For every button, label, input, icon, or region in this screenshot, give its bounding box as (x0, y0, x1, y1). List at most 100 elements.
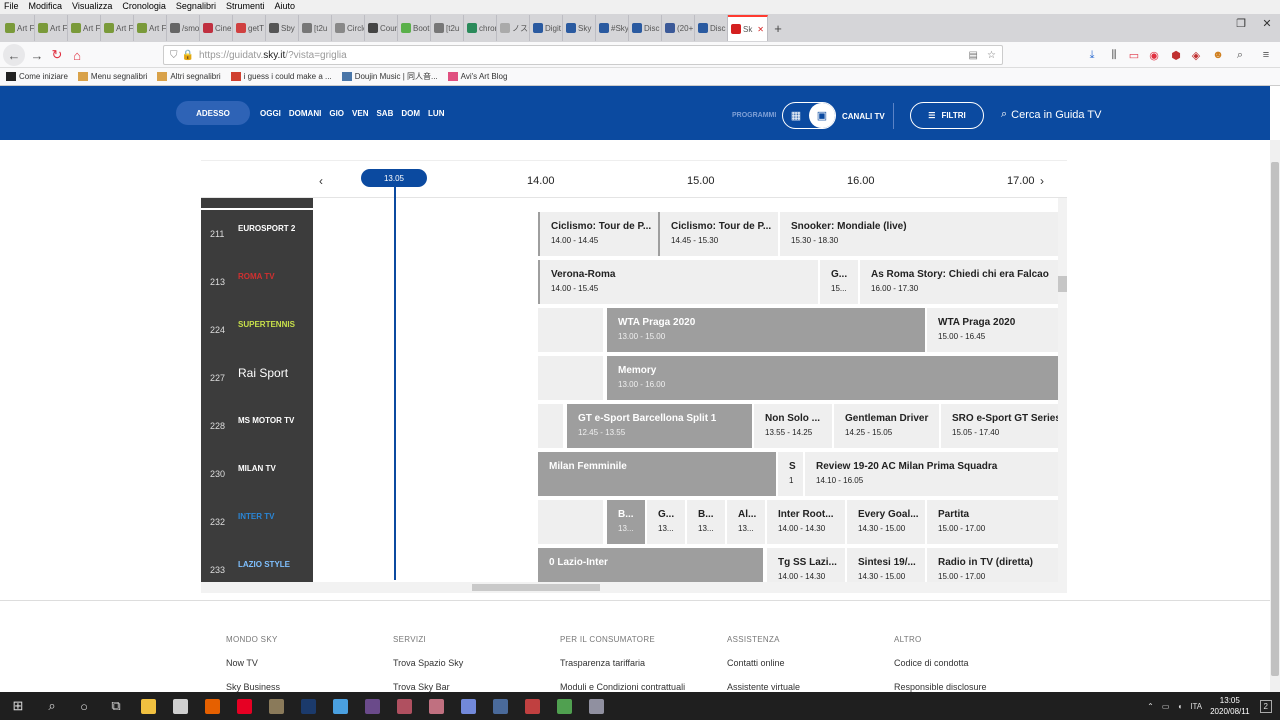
extension2-icon[interactable]: ☻ (1212, 49, 1224, 61)
timeline-prev-icon[interactable]: ‹ (319, 174, 323, 188)
volume-icon[interactable]: ◖ (1177, 701, 1183, 711)
home-button[interactable]: ⌂ (73, 47, 81, 63)
program-cell[interactable]: G... 13... (647, 500, 685, 544)
browser-tab[interactable]: Art Fi (35, 15, 68, 41)
close-window-icon[interactable]: ✕ (1262, 17, 1272, 30)
url-bar[interactable]: ⛉ 🔒 https://guidatv. sky.it/?vista=grigli… (163, 45, 1003, 65)
footer-link[interactable]: Trova Spazio Sky (393, 658, 464, 668)
task-view-icon[interactable]: ⧉ (111, 698, 121, 713)
menu-item[interactable]: Aiuto (274, 1, 295, 11)
footer-link[interactable]: Trasparenza tariffaria (560, 658, 646, 668)
grid-view-icon[interactable]: ▦ (790, 110, 802, 122)
timeline-next-icon[interactable]: › (1040, 174, 1044, 188)
search-extension-icon[interactable]: ⌕ (1236, 48, 1244, 61)
channel-view-icon[interactable]: ▣ (809, 103, 835, 128)
cortana-icon[interactable]: ○ (80, 698, 88, 714)
browser-tab[interactable]: Sk ✕ (728, 15, 768, 41)
footer-link[interactable]: Now TV (226, 658, 258, 668)
canali-label[interactable]: CANALI TV (842, 112, 885, 121)
browser-tab[interactable]: Sky (563, 15, 596, 41)
program-cell[interactable]: Ciclismo: Tour de P... 14.45 - 15.30 (660, 212, 778, 256)
footer-link[interactable]: Moduli e Condizioni contrattuali (560, 682, 686, 692)
extension-icon[interactable]: ◈ (1191, 49, 1201, 62)
day-tab[interactable]: DOMANI (288, 108, 322, 118)
browser-tab[interactable]: getT (233, 15, 266, 41)
browser-tab[interactable]: Disc (629, 15, 662, 41)
app6-taskbar-icon[interactable] (484, 692, 516, 720)
program-cell[interactable]: As Roma Story: Chiedi chi era Falcao 16.0… (860, 260, 1067, 304)
browser-tab[interactable]: Coun (365, 15, 398, 41)
program-cell[interactable]: WTA Praga 2020 15.00 - 16.45 (927, 308, 1067, 352)
app9-taskbar-icon[interactable] (580, 692, 612, 720)
browser-tab[interactable]: Art Fi (68, 15, 101, 41)
day-tab[interactable]: SAB (376, 108, 394, 118)
program-cell[interactable]: Gentleman Driver 14.25 - 15.05 (834, 404, 939, 448)
hamburger-menu-icon[interactable]: ≡ (1262, 49, 1270, 61)
app-taskbar-icon[interactable] (260, 692, 292, 720)
tab-close-icon[interactable]: ✕ (757, 24, 764, 34)
app3-taskbar-icon[interactable] (356, 692, 388, 720)
program-cell[interactable]: G... 15... (820, 260, 858, 304)
day-tab[interactable]: VEN (352, 108, 369, 118)
browser-tab[interactable]: (20+ (662, 15, 695, 41)
program-cell[interactable]: Snooker: Mondiale (live) 15.30 - 18.30 (780, 212, 1067, 256)
search-link[interactable]: ⌕ Cerca in Guida TV (1001, 108, 1101, 121)
browser-tab[interactable]: /smo (167, 15, 200, 41)
reader-view-icon[interactable]: ▤ (968, 49, 978, 61)
footer-link[interactable]: Trova Sky Bar (393, 682, 450, 692)
program-cell[interactable]: 0 Lazio-Inter (538, 548, 763, 582)
firefox-taskbar-icon[interactable] (196, 692, 228, 720)
program-cell[interactable]: Non Solo ... 13.55 - 14.25 (754, 404, 832, 448)
search-taskbar-icon[interactable]: ⌕ (48, 698, 56, 713)
browser-tab[interactable]: Disc (695, 15, 728, 41)
now-button[interactable]: ADESSO (176, 101, 250, 125)
app2-taskbar-icon[interactable] (324, 692, 356, 720)
browser-tab[interactable]: chron (464, 15, 497, 41)
browser-tab[interactable]: Circle (332, 15, 365, 41)
channel-cell[interactable]: 230 MILAN TV (201, 450, 313, 498)
restore-window-icon[interactable]: ❐ (1236, 17, 1246, 30)
program-cell[interactable]: Partita 15.00 - 17.00 (927, 500, 1067, 544)
browser-tab[interactable]: [t2u (431, 15, 464, 41)
day-tab[interactable]: GIO (329, 108, 345, 118)
bookmark-item[interactable]: i guess i could make a ... (230, 72, 332, 81)
view-toggle[interactable]: ▦ ▣ (782, 102, 836, 129)
program-cell[interactable]: Every Goal... 14.30 - 15.00 (847, 500, 925, 544)
programmi-label[interactable]: PROGRAMMI (732, 112, 777, 119)
back-button[interactable]: ← (3, 44, 25, 66)
browser-tab[interactable]: [t2u (299, 15, 332, 41)
language-indicator[interactable]: ITA (1190, 701, 1203, 711)
browser-tab[interactable]: Cine S (200, 15, 233, 41)
grid-horizontal-scroll-thumb[interactable] (472, 584, 600, 591)
program-cell[interactable]: Milan Femminile (538, 452, 776, 496)
channel-cell[interactable]: 211 EUROSPORT 2 (201, 210, 313, 258)
menu-item[interactable]: Strumenti (225, 1, 265, 11)
channel-cell[interactable]: 232 INTER TV (201, 498, 313, 546)
program-cell[interactable]: WTA Praga 2020 13.00 - 15.00 (607, 308, 925, 352)
footer-link[interactable]: Responsible disclosure (894, 682, 987, 692)
new-tab-icon[interactable]: + (774, 20, 782, 36)
library-icon[interactable]: ⫼ (1111, 48, 1117, 61)
program-cell[interactable]: Verona-Roma 14.00 - 15.45 (540, 260, 818, 304)
footer-link[interactable]: Codice di condotta (894, 658, 969, 668)
day-tab[interactable]: OGGI (260, 108, 281, 118)
program-cell[interactable]: SRO e-Sport GT Series SPA 15.05 - 17.40 (941, 404, 1067, 448)
bookmark-item[interactable]: Menu segnalibri (77, 72, 147, 81)
bookmark-star-icon[interactable]: ☆ (987, 49, 996, 61)
browser-tab[interactable]: Art Fi (134, 15, 167, 41)
bookmark-item[interactable]: Avi's Art Blog (447, 72, 507, 81)
pinterest-taskbar-icon[interactable] (228, 692, 260, 720)
menu-item[interactable]: Visualizza (72, 1, 113, 11)
file-explorer-taskbar-icon[interactable] (132, 692, 164, 720)
app7-taskbar-icon[interactable] (516, 692, 548, 720)
channel-cell[interactable]: 227 Rai Sport (201, 354, 313, 402)
photoshop-taskbar-icon[interactable] (292, 692, 324, 720)
ublock-icon[interactable]: ⬢ (1171, 49, 1181, 62)
program-cell[interactable]: Sintesi 19/... 14.30 - 15.00 (847, 548, 925, 582)
grid-horizontal-scrollbar[interactable] (201, 582, 1067, 593)
bookmark-item[interactable]: Come iniziare (6, 72, 68, 81)
program-cell[interactable]: Al... 13... (727, 500, 765, 544)
browser-tab[interactable]: Digit (530, 15, 563, 41)
menu-item[interactable]: Cronologia (122, 1, 166, 11)
